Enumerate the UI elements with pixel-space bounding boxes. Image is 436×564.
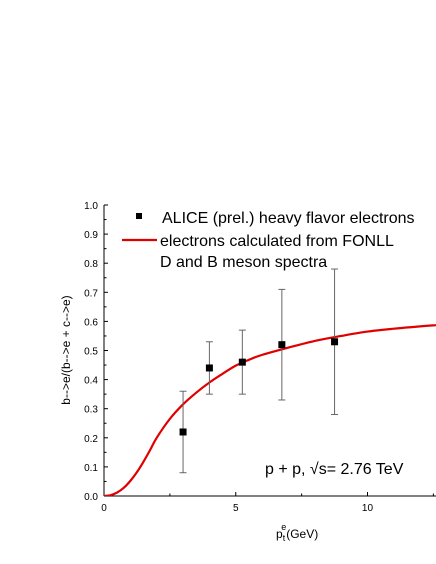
- x-axis-label-sup: e: [281, 522, 286, 532]
- legend-marker-alice: [136, 213, 142, 219]
- data-point-marker: [331, 338, 339, 346]
- x-axis-label-sub: t: [283, 533, 286, 543]
- x-axis-ticks: 0 5 10: [101, 492, 434, 514]
- data-points: [179, 268, 339, 474]
- x-axis-label-unit: (GeV): [286, 527, 318, 541]
- data-point-marker: [278, 341, 286, 349]
- y-tick-label: 0.0: [84, 492, 98, 503]
- y-tick-label: 0.6: [84, 317, 98, 328]
- data-point: [278, 288, 286, 401]
- data-point-marker: [179, 428, 187, 436]
- x-axis-label: pte(GeV): [276, 522, 318, 543]
- legend-label-fonll: electrons calculated from FONLL: [160, 233, 394, 250]
- y-tick-label: 0.1: [84, 463, 98, 474]
- x-tick-label: 10: [362, 503, 374, 514]
- fonll-curve: [104, 324, 436, 496]
- data-point: [238, 329, 246, 395]
- data-point: [179, 390, 187, 474]
- y-tick-label: 0.3: [84, 405, 98, 416]
- y-tick-label: 0.8: [84, 259, 98, 270]
- data-point: [331, 268, 339, 416]
- x-axis-label-main: p: [276, 527, 283, 541]
- y-axis-ticks: 0.0 0.1 0.2 0.3 0.4 0.5 0.6 0.7 0.8 0.9 1.0: [84, 201, 108, 503]
- y-tick-label: 0.7: [84, 288, 98, 299]
- data-point-marker: [205, 364, 213, 372]
- data-point-marker: [238, 358, 246, 366]
- y-tick-label: 0.2: [84, 434, 98, 445]
- y-tick-label: 0.9: [84, 230, 98, 241]
- data-point: [205, 341, 213, 395]
- legend: ALICE (prel.) heavy flavor electrons ele…: [122, 210, 415, 271]
- x-tick-label: 5: [233, 503, 239, 514]
- legend-label-fonll-line2: D and B meson spectra: [160, 254, 327, 271]
- x-tick-label: 0: [101, 503, 107, 514]
- y-tick-label: 0.5: [84, 347, 98, 358]
- y-tick-label: 1.0: [84, 201, 98, 212]
- y-axis-label: b-->e/(b-->e + c-->e): [59, 295, 73, 404]
- legend-label-alice: ALICE (prel.) heavy flavor electrons: [162, 210, 415, 227]
- annotation-collision: p + p, √s= 2.76 TeV: [265, 461, 404, 478]
- y-tick-label: 0.4: [84, 376, 98, 387]
